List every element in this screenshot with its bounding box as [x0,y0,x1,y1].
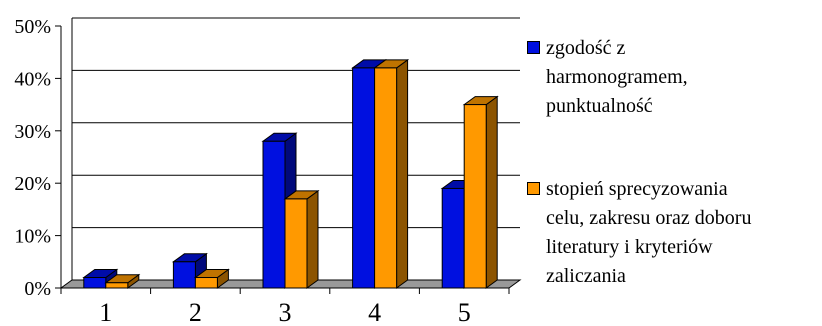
x-tick-label: 1 [99,298,112,326]
bar-series-2-cat-3 [283,189,320,289]
bar-series-2-cat-2 [193,268,230,289]
y-tick-label: 20% [14,173,51,195]
legend-label-series-2: stopień sprecyzowania celu, zakresu oraz… [546,178,752,287]
x-tick-labels: 1 2 3 4 5 [60,288,510,326]
axes [60,18,73,288]
bars [82,58,499,289]
x-tick-label: 4 [368,298,381,326]
y-tick-label: 10% [14,226,51,248]
legend: zgodość z harmonogramem, punktualność st… [527,0,822,326]
bar-series-2-cat-1 [104,273,141,289]
y-tick-label: 30% [14,121,51,143]
x-tick-label: 5 [458,298,471,326]
bar-series-2-cat-4 [373,58,410,289]
x-tick-label: 2 [189,298,202,326]
x-tick-label: 3 [279,298,292,326]
y-tick-labels: 0% 10% 20% 30% 40% 50% [14,16,61,300]
legend-label-series-1: zgodość z harmonogramem, punktualność [546,37,688,117]
legend-swatch-series-2 [527,182,540,195]
legend-item-series-1: zgodość z harmonogramem, punktualność [527,34,816,121]
bar-chart: 0% 10% 20% 30% 40% 50% 1 2 3 4 5 [14,16,522,326]
y-tick-label: 0% [24,278,51,300]
y-tick-label: 50% [14,16,51,38]
legend-swatch-series-1 [527,41,540,54]
bar-series-2-cat-5 [462,95,499,289]
y-tick-label: 40% [14,68,51,90]
legend-item-series-2: stopień sprecyzowania celu, zakresu oraz… [527,175,816,291]
